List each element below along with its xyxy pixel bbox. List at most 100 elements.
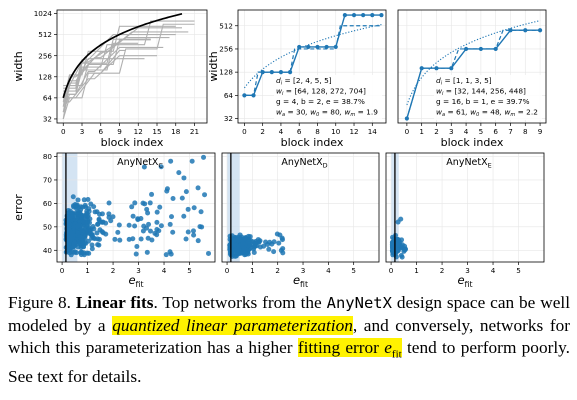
scatter-point <box>78 212 84 218</box>
plot-frame <box>56 152 216 263</box>
scatter-point <box>116 222 122 228</box>
scatter-point <box>242 235 248 241</box>
scatter-point <box>255 237 261 243</box>
plot-frame <box>397 9 547 124</box>
scatter-point <box>183 236 189 242</box>
annotation-var: w <box>276 87 283 96</box>
annotation-var: w <box>436 87 443 96</box>
scatter-point <box>146 221 152 227</box>
x-tick-label: 8 <box>523 127 528 136</box>
x-tick-label: 2 <box>275 266 280 275</box>
x-tick-label: 3 <box>449 127 454 136</box>
panel-title-base: AnyNetX <box>117 157 159 168</box>
scatter-point <box>92 209 98 215</box>
y-tick-label: 50 <box>43 222 53 231</box>
y-tick-label: 256 <box>219 45 233 54</box>
annotation-box <box>274 75 382 120</box>
actual-widths-line <box>406 29 541 119</box>
scatter-point <box>169 214 175 220</box>
scatter-point <box>89 246 95 252</box>
caption-efit-symbol: e <box>384 338 392 358</box>
y-tick-label: 512 <box>219 21 233 30</box>
annotation-sub: i <box>281 81 283 87</box>
scatter-point <box>390 234 395 240</box>
scatter-point <box>95 242 101 248</box>
annotation-var: d <box>436 76 441 85</box>
x-tick-label: 7 <box>508 127 513 136</box>
x-tick-label: 9 <box>538 127 543 136</box>
scatter-point <box>108 218 114 224</box>
scatter-point <box>191 232 197 238</box>
panel-title: AnyNetXE <box>446 157 491 170</box>
panel-width-vs-block-all: 0 3 6 9 12 15 18 21 32 64 128 256 512 1024 block index… <box>12 9 208 149</box>
annotation-sub: 0 <box>316 112 319 118</box>
scatter-point <box>170 229 176 235</box>
scatter-point <box>134 244 140 250</box>
scatter-point <box>390 239 396 245</box>
annotation-sub: 0 <box>476 112 479 118</box>
y-tick-label: 64 <box>43 93 53 102</box>
y-tick-label: 128 <box>219 68 233 77</box>
scatter-point <box>191 205 197 211</box>
annotation-var: d <box>276 76 281 85</box>
caption-prefix: Figure 8. <box>8 293 71 312</box>
y-tick-label: 512 <box>38 30 52 39</box>
y-tick-label: 64 <box>224 91 234 100</box>
gray-width-series-13 <box>62 25 176 103</box>
caption-anynetx: AnyNetX <box>326 294 392 312</box>
scatter-point <box>117 237 123 243</box>
annotation-var: , w <box>305 108 317 117</box>
width-point-5 <box>287 70 293 75</box>
actual-widths-line <box>244 14 382 97</box>
width-point-1 <box>419 66 424 71</box>
annotation-line-3: wa = 61, w0 = 48, wm = 2.2 <box>436 108 538 119</box>
y-tick-label: 32 <box>43 115 52 124</box>
x-tick-label: 6 <box>98 127 103 136</box>
scatter-point <box>206 250 212 256</box>
x-axis-label-base: e <box>293 273 300 287</box>
x-tick-label: 1 <box>85 266 90 275</box>
scatter-point <box>87 216 93 222</box>
annotation-sub: a <box>442 112 445 118</box>
y-axis-label: width <box>12 51 25 81</box>
scatter-point <box>154 209 160 215</box>
x-axis-label-base: e <box>128 273 135 287</box>
annotation-var: w <box>436 108 443 117</box>
width-point-8 <box>315 44 320 50</box>
plot-frame <box>221 152 380 263</box>
annotation-sub: i <box>282 91 284 97</box>
panel-width-example-2: 0 1 2 3 4 5 6 7 8 9di = [1, 1, 3, 5]wi = [32, 144… <box>397 9 547 149</box>
scatter-point <box>163 252 169 258</box>
scatter-point <box>235 249 241 255</box>
x-tick-label: 21 <box>190 127 199 136</box>
x-tick-label: 4 <box>279 127 284 136</box>
caption-efit-sub: fit <box>391 348 402 361</box>
scatter-point <box>181 213 187 219</box>
scatter-point <box>83 212 89 218</box>
x-tick-label: 12 <box>349 127 358 136</box>
scatter-point <box>148 228 153 234</box>
linear-fit-curve <box>62 13 183 99</box>
scatter-point <box>141 164 147 170</box>
x-tick-label: 9 <box>117 127 122 136</box>
scatter-point <box>158 164 164 170</box>
scatter-point <box>75 197 81 203</box>
scatter-point <box>130 236 136 242</box>
annotation-var: , w <box>500 108 512 117</box>
x-tick-label: 0 <box>61 127 66 136</box>
width-point-2 <box>260 70 265 75</box>
scatter-point <box>190 228 196 234</box>
scatter-point <box>154 219 160 225</box>
x-axis-label: efit <box>128 273 143 289</box>
y-axis-label: error <box>12 194 25 221</box>
x-tick-label: 2 <box>440 266 445 275</box>
annotation-value: = 2.2 <box>515 108 538 117</box>
width-point-11 <box>342 13 347 18</box>
scatter-point <box>87 220 93 226</box>
scatter-point <box>82 220 88 226</box>
y-axis-label: width <box>207 51 220 81</box>
scatter-point <box>91 204 97 210</box>
width-point-6 <box>297 44 302 50</box>
width-point-14 <box>370 13 375 18</box>
